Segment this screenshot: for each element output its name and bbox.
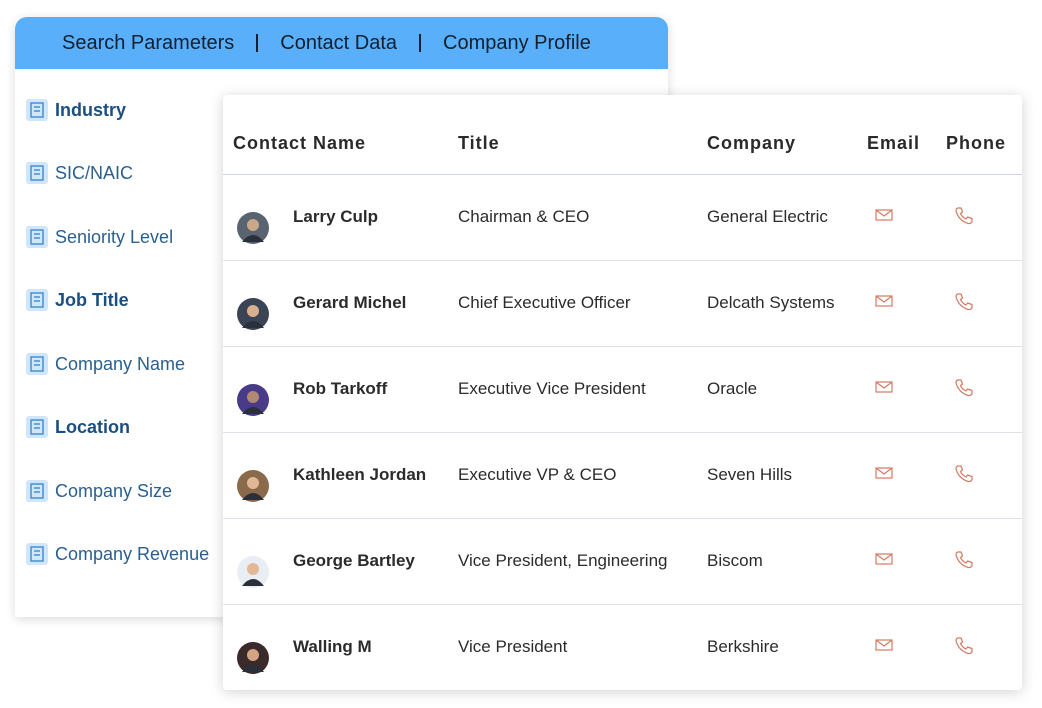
filter-item[interactable]: Seniority Level (25, 222, 173, 252)
contact-title: Chairman & CEO (458, 207, 590, 226)
filter-icon (26, 416, 48, 438)
avatar (237, 642, 269, 679)
contact-title: Executive VP & CEO (458, 465, 617, 484)
avatar (237, 556, 269, 593)
filter-item[interactable]: Company Name (25, 349, 185, 379)
avatar-image (237, 556, 269, 588)
row-divider (223, 604, 1022, 605)
contact-title: Vice President (458, 637, 568, 656)
email-icon[interactable] (875, 638, 893, 657)
contact-company: Seven Hills (707, 465, 793, 484)
avatar (237, 384, 269, 421)
filter-icon (26, 543, 48, 565)
filter-item[interactable]: SIC/NAIC (25, 158, 133, 188)
filter-label: SIC/NAIC (55, 162, 134, 183)
contact-company: Berkshire (707, 637, 779, 656)
header-divider (223, 174, 1022, 175)
phone-icon[interactable] (954, 636, 974, 661)
phone-glyph (955, 637, 973, 655)
phone-glyph (955, 379, 973, 397)
filter-label: Company Revenue (55, 543, 210, 564)
filter-icon (26, 353, 48, 375)
contact-company: General Electric (707, 207, 828, 226)
column-header: Title (458, 133, 500, 153)
row-divider (223, 432, 1022, 433)
filter-item[interactable]: Company Revenue (25, 539, 209, 569)
email-glyph (875, 209, 893, 221)
filter-label: Industry (55, 99, 127, 120)
filter-label: Job Title (55, 289, 129, 310)
email-icon[interactable] (875, 380, 893, 399)
avatar-image (237, 298, 269, 330)
email-icon[interactable] (875, 552, 893, 571)
contact-company: Delcath Systems (707, 293, 835, 312)
row-divider (223, 346, 1022, 347)
tab-bar: Search Parameters Contact Data Company Pro… (15, 17, 668, 69)
avatar-image (237, 470, 269, 502)
contact-company: Oracle (707, 379, 758, 398)
phone-icon[interactable] (954, 464, 974, 489)
avatar-image (237, 384, 269, 416)
row-divider (223, 260, 1022, 261)
tab[interactable]: Company Profile (443, 31, 591, 54)
tab-separator (256, 34, 259, 52)
filter-label: Location (55, 416, 130, 437)
column-header: Contact Name (233, 133, 367, 153)
column-header: Phone (946, 133, 1007, 153)
contact-name: Rob Tarkoff (293, 379, 388, 398)
avatar (237, 470, 269, 507)
contact-table: Contact Name Title Company Email Phone Larry … (223, 95, 1022, 690)
filter-item[interactable]: Job Title (25, 285, 129, 315)
avatar-image (237, 212, 269, 244)
contact-title: Executive Vice President (458, 379, 646, 398)
avatar-image (237, 642, 269, 674)
filter-label: Company Name (55, 353, 186, 374)
contact-name: Larry Culp (293, 207, 379, 226)
email-icon[interactable] (875, 208, 893, 227)
phone-icon[interactable] (954, 550, 974, 575)
phone-glyph (955, 465, 973, 483)
contact-title: Chief Executive Officer (458, 293, 631, 312)
avatar (237, 212, 269, 249)
tab-separator (419, 34, 422, 52)
filter-item[interactable]: Company Size (25, 476, 172, 506)
email-glyph (875, 639, 893, 651)
filter-icon (26, 289, 48, 311)
row-divider (223, 518, 1022, 519)
tab[interactable]: Search Parameters (62, 31, 235, 54)
email-glyph (875, 381, 893, 393)
phone-icon[interactable] (954, 206, 974, 231)
phone-glyph (955, 551, 973, 569)
filter-item[interactable]: Industry (25, 95, 126, 125)
filter-icon (26, 99, 48, 121)
email-glyph (875, 553, 893, 565)
contact-name: Walling M (293, 637, 372, 656)
contact-title: Vice President, Engineering (458, 551, 668, 570)
email-icon[interactable] (875, 466, 893, 485)
filter-label: Company Size (55, 480, 173, 501)
avatar (237, 298, 269, 335)
filter-icon (26, 162, 48, 184)
contact-name: George Bartley (293, 551, 415, 570)
filter-icon (26, 480, 48, 502)
contact-company: Biscom (707, 551, 763, 570)
email-glyph (875, 467, 893, 479)
filter-item[interactable]: Location (25, 412, 130, 442)
filter-icon (26, 226, 48, 248)
email-glyph (875, 295, 893, 307)
phone-icon[interactable] (954, 378, 974, 403)
contact-name: Kathleen Jordan (293, 465, 427, 484)
tab[interactable]: Contact Data (280, 31, 398, 54)
column-header: Email (867, 133, 921, 153)
contact-name: Gerard Michel (293, 293, 407, 312)
phone-glyph (955, 207, 973, 225)
phone-glyph (955, 293, 973, 311)
phone-icon[interactable] (954, 292, 974, 317)
column-header: Company (707, 133, 797, 153)
email-icon[interactable] (875, 294, 893, 313)
filter-label: Seniority Level (55, 226, 174, 247)
